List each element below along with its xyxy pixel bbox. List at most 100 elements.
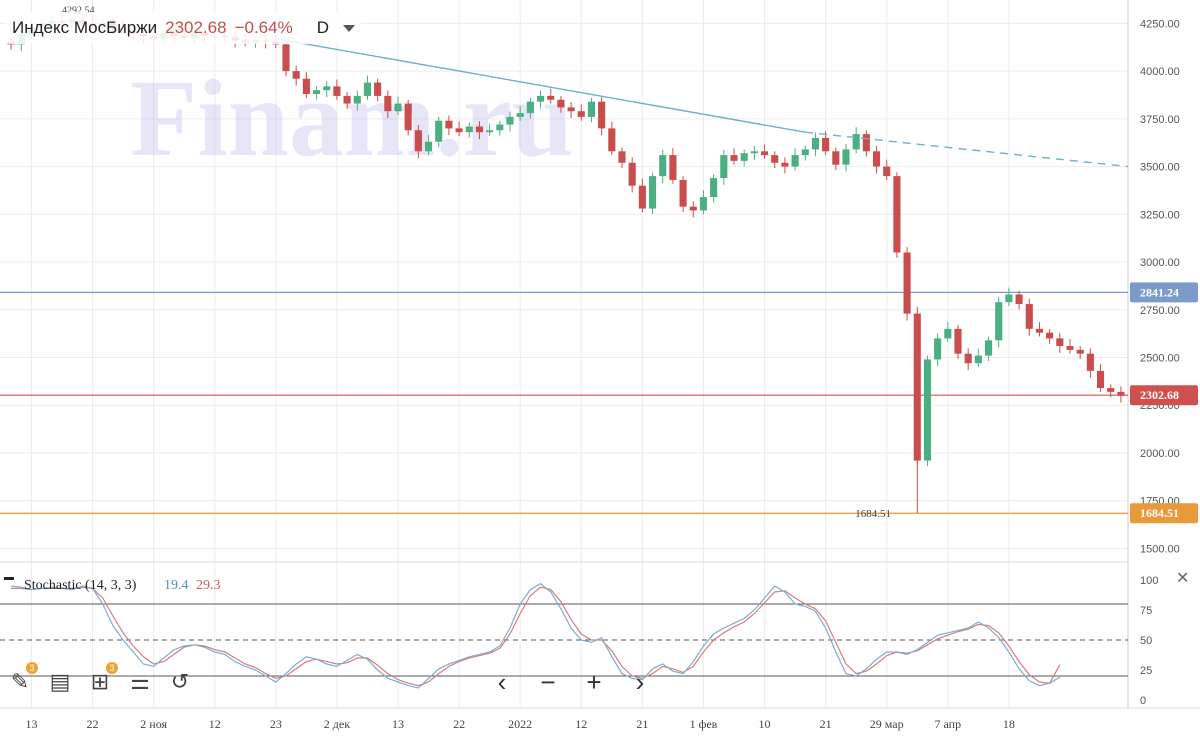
x-tick-label: 12: [209, 717, 221, 731]
candle-body: [699, 197, 708, 211]
stoch-collapse-icon: [4, 577, 14, 580]
candle-body: [1025, 304, 1033, 329]
stoch-tick-label: 25: [1140, 665, 1152, 677]
x-tick-label: 22: [453, 717, 465, 731]
candle-body: [771, 155, 779, 163]
scroll-left-icon[interactable]: ‹: [497, 666, 507, 697]
zoom-controls: ‹ − + ›: [488, 666, 654, 697]
chevron-down-icon[interactable]: [343, 24, 355, 32]
candle-body: [577, 111, 585, 117]
candle-body: [801, 149, 809, 156]
instrument-title[interactable]: Индекс МосБиржи: [12, 18, 158, 37]
scroll-right-icon[interactable]: ›: [635, 666, 645, 697]
candle-body: [1035, 328, 1044, 333]
stoch-tick-label: 75: [1140, 605, 1152, 617]
candle-body: [608, 128, 616, 152]
candle-body: [669, 155, 677, 180]
candle-body: [384, 95, 392, 112]
candle-body: [404, 103, 412, 131]
candle-body: [944, 328, 952, 339]
candle-body: [811, 137, 820, 150]
y-tick-label: 4250.00: [1140, 18, 1180, 30]
candle-body: [832, 151, 840, 165]
candle-body: [394, 103, 402, 112]
zoom-out-icon[interactable]: −: [540, 666, 556, 697]
stoch-d-value: 29.3: [196, 578, 221, 593]
level-label: 1684.51: [1140, 506, 1179, 520]
stoch-tick-label: 50: [1140, 635, 1152, 647]
candle-body: [954, 328, 962, 354]
x-tick-label: 21: [636, 717, 648, 731]
candle-body: [923, 359, 932, 461]
layers-badge: 3: [106, 662, 118, 674]
candle-body: [822, 137, 830, 152]
y-tick-label: 3500.00: [1140, 162, 1180, 174]
candle-body: [282, 44, 290, 72]
x-tick-label: 10: [759, 717, 771, 731]
stoch-tick-label: 0: [1140, 695, 1146, 707]
candle-body: [628, 162, 636, 186]
candle-body: [374, 82, 382, 96]
x-tick-label: 21: [820, 717, 832, 731]
zoom-in-icon[interactable]: +: [586, 666, 602, 697]
candle-body: [679, 179, 687, 207]
close-indicator-icon: ✕: [1176, 570, 1189, 587]
candle-body: [659, 155, 667, 177]
level-label: 2302.68: [1140, 388, 1179, 402]
candle-body: [903, 252, 911, 314]
candle-body: [781, 162, 789, 167]
undo-icon[interactable]: ↺: [170, 669, 190, 694]
candle-body: [710, 178, 718, 198]
candle-body: [730, 155, 738, 161]
candle-body: [842, 149, 850, 165]
drawing-toolbar: ✎ 3 ▤ ⊞ 3 ⚌ ↺: [6, 662, 194, 696]
candle-body: [1005, 294, 1013, 303]
y-tick-label: 1500.00: [1140, 543, 1180, 555]
candle-body: [312, 90, 321, 95]
high-annotation: 4292.54: [62, 6, 95, 17]
candle-body: [964, 353, 972, 364]
pencil-icon[interactable]: ✎ 3: [6, 662, 38, 696]
settings-sliders-icon[interactable]: ⚌: [130, 669, 150, 694]
list-icon[interactable]: ▤: [49, 669, 71, 694]
candle-body: [445, 120, 453, 129]
candle-body: [934, 338, 942, 360]
candle-body: [302, 78, 310, 95]
level-label-box: [1130, 503, 1198, 524]
y-tick-label: 2500.00: [1140, 353, 1180, 365]
trendline: [275, 37, 806, 133]
candle-body: [455, 128, 463, 133]
watermark: Finam.ru: [130, 57, 573, 179]
candle-body: [984, 340, 993, 356]
y-tick-label: 2750.00: [1140, 305, 1180, 317]
candle-body: [567, 107, 575, 112]
candle-body: [587, 101, 596, 117]
candle-body: [974, 355, 982, 364]
x-tick-label: 23: [270, 717, 282, 731]
candle-body: [292, 71, 300, 79]
y-tick-label: 4000.00: [1140, 66, 1180, 78]
price-change: −0.64%: [234, 18, 293, 37]
candle-body: [883, 166, 891, 177]
x-tick-label: 12: [575, 717, 587, 731]
candle-body: [424, 141, 433, 152]
x-tick-label: 13: [392, 717, 404, 731]
candle-body: [526, 101, 534, 114]
candle-body: [791, 155, 799, 167]
timeframe-selector[interactable]: D: [316, 18, 329, 37]
x-tick-label: 2 ноя: [140, 717, 167, 731]
x-tick-label: 2022: [508, 717, 532, 731]
candle-body: [618, 151, 626, 163]
candle-body: [1066, 346, 1074, 350]
candle-body: [557, 99, 565, 108]
x-tick-label: 7 апр: [935, 717, 962, 731]
candle-body: [506, 116, 514, 125]
y-tick-label: 2000.00: [1140, 448, 1180, 460]
candle-body: [995, 302, 1003, 341]
stoch-title: Stochastic (14, 3, 3): [24, 578, 137, 593]
stoch-tick-label: 100: [1140, 575, 1158, 587]
stoch-k-value: 19.4: [164, 578, 189, 593]
add-layer-icon[interactable]: ⊞ 3: [86, 662, 118, 696]
y-tick-label: 3750.00: [1140, 114, 1180, 126]
